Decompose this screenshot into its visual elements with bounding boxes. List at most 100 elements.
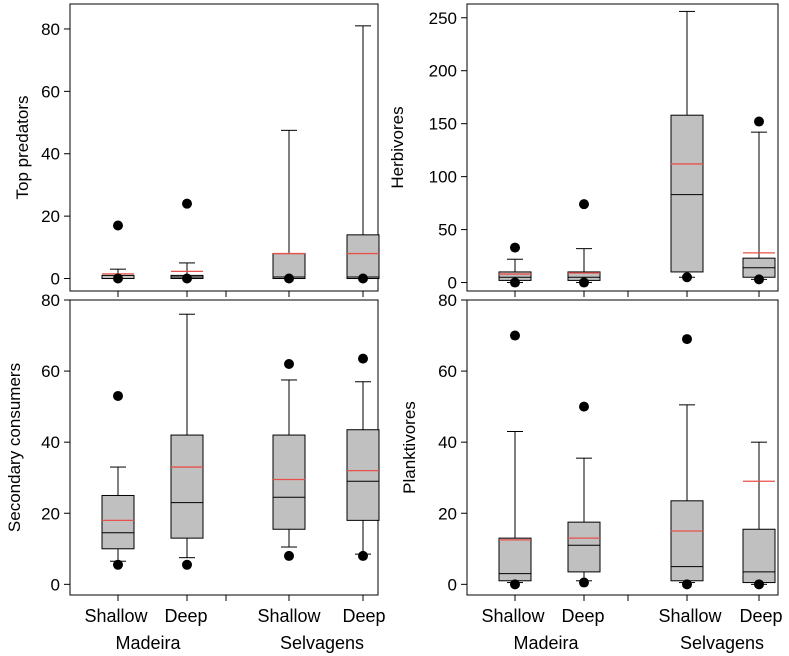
box-selvagens-deep [346,353,380,561]
depth-label-shallow: Shallow [257,606,321,626]
box-madeira-deep [170,313,204,570]
depth-label-deep: Deep [739,606,782,626]
outlier-point [113,220,123,231]
box-selvagens-shallow [670,10,704,283]
box-madeira-deep [567,199,601,288]
y-tick-label: 0 [51,575,60,594]
box-iqr [170,434,204,539]
box-selvagens-shallow [670,334,704,590]
x-axis-labels-right: Shallow Deep Shallow Deep Madeira Selvag… [481,606,782,653]
outlier-point [284,358,294,369]
y-tick-label: 100 [429,168,457,187]
outlier-point [579,199,589,210]
y-axis-label: Planktivores [400,401,419,494]
outlier-point [182,273,192,284]
y-tick-label: 80 [438,291,457,310]
group-label-selvagens: Selvagens [280,633,364,653]
group-label-selvagens: Selvagens [680,633,764,653]
outlier-point [358,273,368,284]
box-madeira-shallow [101,390,135,570]
outlier-point [754,116,764,127]
outlier-point [754,274,764,285]
box-selvagens-deep [742,441,776,590]
outlier-point [113,390,123,401]
y-axis-label: Secondary consumers [5,363,24,532]
depth-label-deep: Deep [342,606,385,626]
y-tick-label: 250 [429,9,457,28]
y-tick-label: 20 [438,504,457,523]
outlier-point [113,559,123,570]
group-label-madeira: Madeira [513,633,579,653]
y-tick-label: 150 [429,115,457,134]
outlier-point [284,273,294,284]
outlier-point [113,273,123,284]
x-axis-labels-left: Shallow Deep Shallow Deep Madeira Selvag… [84,606,385,653]
box-iqr [272,434,306,530]
box-iqr [101,494,135,550]
plot-frame [69,3,379,292]
outlier-point [510,330,520,341]
group-label-madeira: Madeira [115,633,181,653]
outlier-point [579,277,589,288]
plot-frame [69,299,379,596]
box-selvagens-shallow [272,129,306,284]
outlier-point [182,559,192,570]
box-iqr [346,234,380,280]
y-tick-label: 20 [41,207,60,226]
panel-planktivores: 0 20 40 60 80 Planktivores [400,291,779,601]
box-iqr [670,114,704,273]
outlier-point [579,401,589,412]
depth-label-shallow: Shallow [481,606,545,626]
outlier-point [510,277,520,288]
y-tick-label: 40 [438,433,457,452]
outlier-point [358,353,368,364]
outlier-point [754,579,764,590]
outlier-point [284,550,294,561]
box-madeira-shallow [101,220,135,284]
box-madeira-shallow [498,330,532,590]
depth-label-shallow: Shallow [84,606,148,626]
outlier-point [510,242,520,253]
box-selvagens-shallow [272,358,306,561]
y-tick-label: 0 [448,274,457,293]
box-iqr [567,521,601,573]
box-madeira-shallow [498,242,532,288]
y-tick-label: 80 [41,291,60,310]
depth-label-deep: Deep [164,606,207,626]
y-tick-label: 0 [51,270,60,289]
y-axis-label: Top predators [13,96,32,200]
y-tick-label: 0 [448,575,457,594]
outlier-point [510,579,520,590]
panel-herbivores: 0 50 100 150 200 250 Herbivores [388,3,779,297]
box-iqr [498,537,532,582]
y-tick-label: 50 [438,221,457,240]
y-tick-label: 80 [41,20,60,39]
y-tick-label: 200 [429,62,457,81]
plot-frame [466,299,779,596]
box-selvagens-deep [346,25,380,284]
y-tick-label: 20 [41,504,60,523]
outlier-point [182,198,192,209]
y-tick-label: 60 [41,82,60,101]
box-selvagens-deep [742,116,776,285]
box-madeira-deep [170,198,204,284]
panel-top-predators: 0 20 40 60 80 Top predators [13,3,380,297]
y-axis-label: Herbivores [388,106,407,188]
outlier-point [682,579,692,590]
outlier-point [682,272,692,283]
box-iqr [670,500,704,582]
y-tick-label: 60 [41,362,60,381]
y-tick-label: 40 [41,145,60,164]
y-tick-label: 40 [41,433,60,452]
outlier-point [579,577,589,588]
depth-label-shallow: Shallow [658,606,722,626]
y-tick-label: 60 [438,362,457,381]
depth-label-deep: Deep [561,606,604,626]
outlier-point [682,334,692,345]
outlier-point [358,550,368,561]
box-madeira-deep [567,401,601,588]
plot-frame [466,3,779,292]
box-iqr [742,528,776,584]
box-iqr [346,429,380,521]
